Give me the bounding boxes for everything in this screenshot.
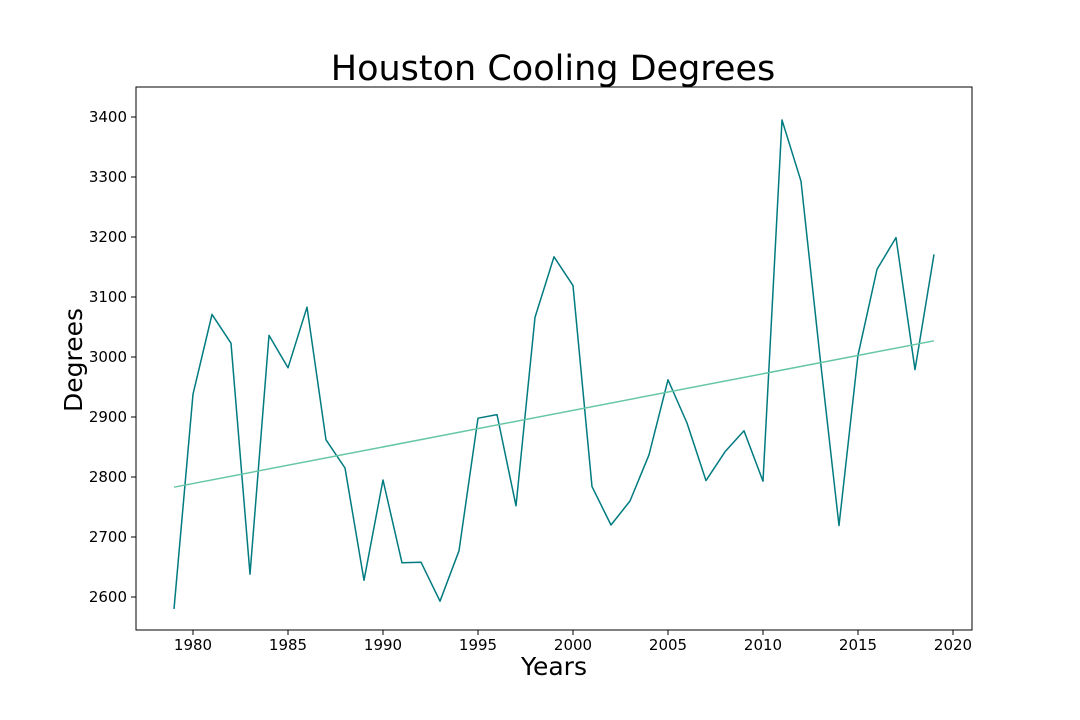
y-axis: 2600 2700 2800 2900 3000 3100 3200 3300 3400 (89, 108, 136, 606)
series-line (173, 119, 935, 610)
y-tick-label: 2600 (89, 588, 127, 606)
y-axis-label: Degrees (59, 308, 88, 412)
x-tick-label: 1990 (364, 636, 402, 654)
x-tick-label: 2005 (649, 636, 687, 654)
y-tick-label: 3300 (89, 168, 127, 186)
y-tick-label: 2900 (89, 408, 127, 426)
y-tick-label: 2700 (89, 528, 127, 546)
x-tick-label: 1985 (269, 636, 307, 654)
y-tick-label: 3000 (89, 348, 127, 366)
x-tick-label: 2000 (554, 636, 592, 654)
y-tick-label: 3200 (89, 228, 127, 246)
x-axis: 1980 1985 1990 1995 2000 2005 2010 2015 2020 (174, 630, 972, 654)
x-tick-label: 1995 (459, 636, 497, 654)
x-tick-label: 2020 (934, 636, 972, 654)
y-tick-label: 3400 (89, 108, 127, 126)
x-tick-label: 1980 (174, 636, 212, 654)
y-tick-label: 3100 (89, 288, 127, 306)
x-axis-label: Years (520, 652, 587, 681)
y-tick-label: 2800 (89, 468, 127, 486)
chart-title: Houston Cooling Degrees (331, 49, 775, 89)
x-tick-label: 2015 (839, 636, 877, 654)
plot-frame (135, 86, 973, 631)
x-tick-label: 2010 (744, 636, 782, 654)
trend-line (173, 340, 935, 488)
series-layer (173, 119, 935, 610)
